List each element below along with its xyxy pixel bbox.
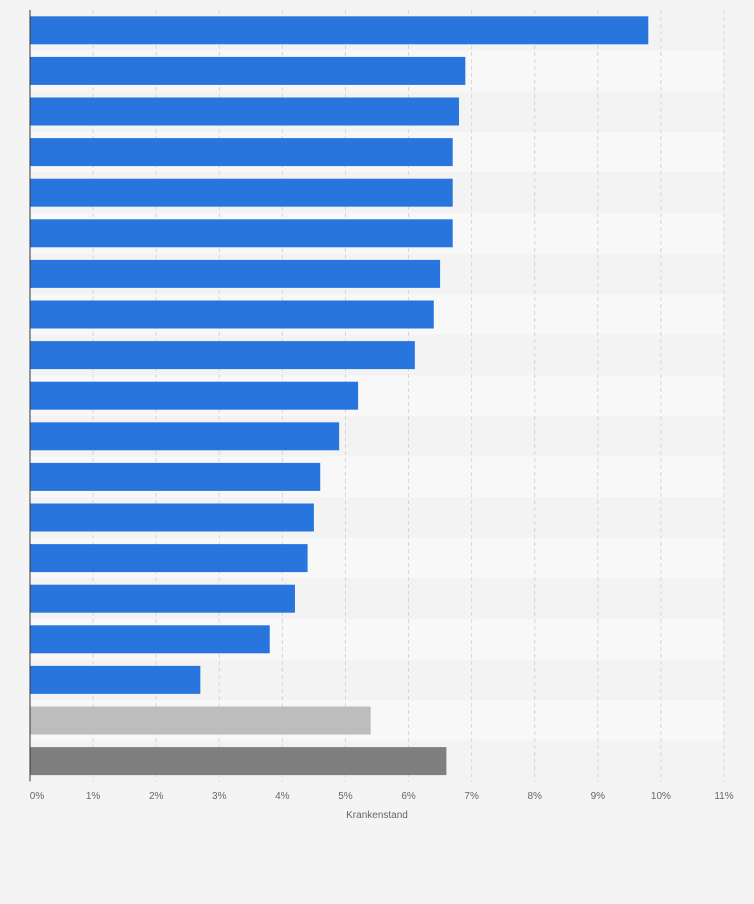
bar[interactable]: [30, 259, 441, 288]
x-tick-label: 1%: [86, 791, 101, 802]
bar[interactable]: [30, 56, 466, 85]
bar[interactable]: [30, 544, 308, 573]
x-tick-label: 6%: [401, 791, 416, 802]
x-axis-label: Krankenstand: [346, 810, 408, 821]
x-tick-label: 2%: [149, 791, 164, 802]
x-tick-label: 9%: [591, 791, 606, 802]
x-tick-label: 7%: [464, 791, 479, 802]
bar[interactable]: [30, 665, 201, 694]
bar[interactable]: [30, 16, 649, 45]
bar[interactable]: [30, 625, 270, 654]
bar[interactable]: [30, 747, 447, 776]
bar[interactable]: [30, 341, 415, 370]
bar[interactable]: [30, 706, 371, 735]
x-tick-label: 5%: [338, 791, 353, 802]
bar[interactable]: [30, 503, 314, 532]
bar[interactable]: [30, 381, 359, 410]
x-tick-label: 4%: [275, 791, 290, 802]
bar[interactable]: [30, 178, 453, 207]
bars: [30, 16, 649, 776]
x-tick-label: 0%: [30, 791, 45, 802]
bar[interactable]: [30, 138, 453, 167]
x-tick-label: 10%: [651, 791, 671, 802]
x-tick-labels: 0% 1% 2% 3% 4% 5% 6% 7% 8% 9% 10% 11%: [30, 791, 734, 802]
bar[interactable]: [30, 462, 321, 491]
bar[interactable]: [30, 219, 453, 248]
bar[interactable]: [30, 300, 434, 329]
bar[interactable]: [30, 584, 295, 613]
x-tick-label: 11%: [714, 791, 733, 802]
bar[interactable]: [30, 422, 340, 451]
x-tick-label: 8%: [528, 791, 543, 802]
x-tick-label: 3%: [212, 791, 227, 802]
bar[interactable]: [30, 97, 460, 126]
